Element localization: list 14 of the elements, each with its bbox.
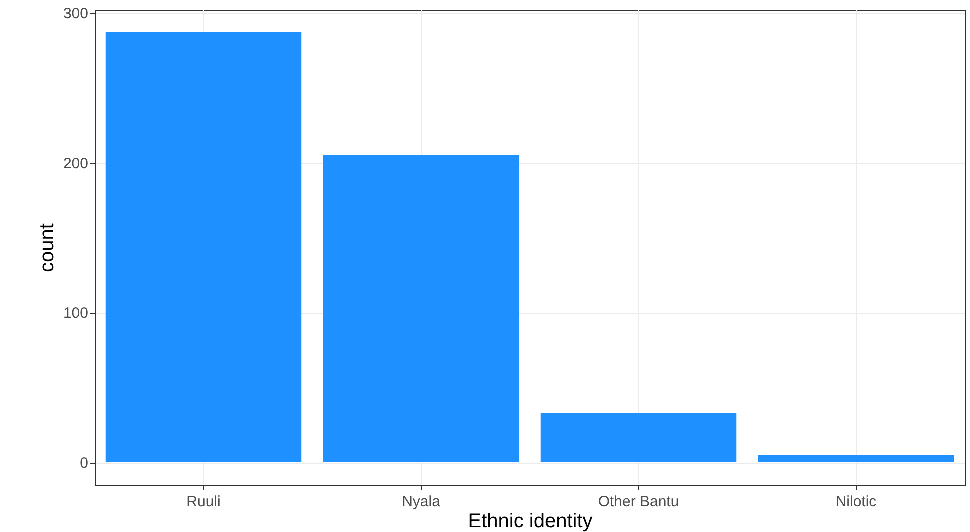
x-tick-label: Other Bantu: [598, 494, 680, 510]
y-tick-label: 0: [80, 455, 88, 472]
y-tick-label: 300: [63, 5, 88, 22]
x-tick-label: Ruuli: [186, 494, 221, 510]
bar: [323, 155, 520, 463]
y-tick-label: 200: [63, 155, 88, 172]
y-tick-label: 100: [63, 305, 88, 322]
x-axis-title: Ethnic identity: [468, 510, 593, 532]
x-tick-label: Nilotic: [836, 494, 878, 510]
y-axis-title: count: [36, 223, 58, 272]
x-tick-label: Nyala: [402, 494, 442, 510]
bar: [540, 413, 737, 463]
bar: [758, 455, 954, 463]
bar: [106, 32, 302, 463]
